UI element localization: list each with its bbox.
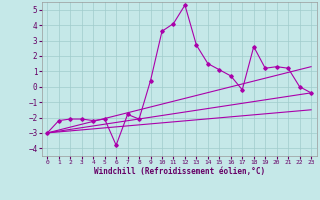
X-axis label: Windchill (Refroidissement éolien,°C): Windchill (Refroidissement éolien,°C) <box>94 167 265 176</box>
